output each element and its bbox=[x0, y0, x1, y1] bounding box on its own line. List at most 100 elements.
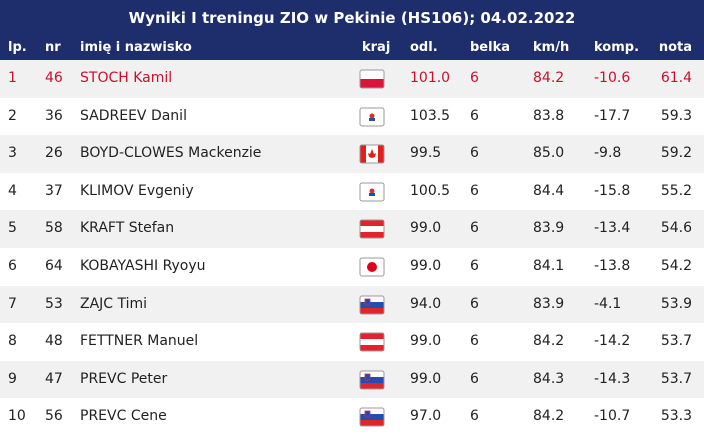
cell: 94.0 bbox=[410, 295, 442, 312]
cell: 85.0 bbox=[533, 145, 565, 162]
cell: -17.7 bbox=[594, 107, 631, 124]
cell: 1 bbox=[8, 70, 17, 86]
column-header: km/h bbox=[533, 40, 570, 55]
cell: -10.7 bbox=[594, 408, 631, 425]
country-flag bbox=[359, 257, 385, 277]
cell: 53 bbox=[45, 295, 63, 312]
cell: 53.9 bbox=[660, 295, 692, 312]
country-flag bbox=[359, 144, 385, 164]
cell: 6 bbox=[470, 145, 479, 162]
cell: 6 bbox=[470, 408, 479, 425]
country-flag bbox=[359, 370, 385, 390]
country-flag bbox=[359, 295, 385, 315]
column-header: imię i nazwisko bbox=[80, 40, 192, 55]
cell: 103.5 bbox=[410, 107, 451, 124]
cell: FETTNER Manuel bbox=[80, 333, 199, 350]
cell: 58 bbox=[45, 220, 63, 237]
cell: KLIMOV Evgeniy bbox=[80, 182, 194, 199]
cell: 6 bbox=[470, 370, 479, 387]
country-flag bbox=[359, 219, 385, 239]
cell: 56 bbox=[45, 408, 63, 425]
cell: 6 bbox=[470, 220, 479, 237]
cell: 6 bbox=[470, 182, 479, 199]
cell: 4 bbox=[8, 182, 17, 199]
cell: -10.6 bbox=[594, 70, 631, 86]
cell: 55.2 bbox=[660, 182, 692, 199]
cell: 84.4 bbox=[533, 182, 565, 199]
cell: 47 bbox=[45, 370, 63, 387]
cell: 6 bbox=[470, 70, 479, 86]
cell: 6 bbox=[470, 295, 479, 312]
table-row: 5 58 KRAFT Stefan 99.0 6 83.9 -13.4 54.6 bbox=[0, 210, 704, 248]
cell: PREVC Peter bbox=[80, 370, 168, 387]
cell: 37 bbox=[45, 182, 63, 199]
column-header: komp. bbox=[594, 40, 640, 55]
table-row: 4 37 KLIMOV Evgeniy 100.5 6 84.4 -15.8 55.2 bbox=[0, 173, 704, 211]
cell: 10 bbox=[8, 408, 26, 425]
table-row: 8 48 FETTNER Manuel 99.0 6 84.2 -14.2 53.7 bbox=[0, 323, 704, 361]
cell: 6 bbox=[470, 333, 479, 350]
cell: KOBAYASHI Ryoyu bbox=[80, 258, 206, 274]
cell: -4.1 bbox=[594, 295, 622, 312]
cell: 59.2 bbox=[660, 145, 692, 162]
cell: 53.7 bbox=[660, 333, 692, 350]
cell: 48 bbox=[45, 333, 63, 350]
cell: 84.2 bbox=[533, 333, 565, 350]
country-flag bbox=[359, 182, 385, 202]
cell: 53.3 bbox=[660, 408, 692, 425]
cell: 83.9 bbox=[533, 295, 565, 312]
cell: 84.2 bbox=[533, 408, 565, 425]
cell: 99.0 bbox=[410, 258, 442, 274]
cell: 5 bbox=[8, 220, 17, 237]
cell: -13.8 bbox=[594, 258, 631, 274]
cell: 8 bbox=[8, 333, 17, 350]
cell: 9 bbox=[8, 370, 17, 387]
cell: 83.9 bbox=[533, 220, 565, 237]
cell: 64 bbox=[45, 258, 63, 274]
cell: 54.2 bbox=[660, 258, 692, 274]
column-header: belka bbox=[470, 40, 510, 55]
cell: 53.7 bbox=[660, 370, 692, 387]
column-header: odl. bbox=[410, 40, 438, 55]
cell: 83.8 bbox=[533, 107, 565, 124]
cell: 36 bbox=[45, 107, 63, 124]
country-flag bbox=[359, 107, 385, 127]
cell: 99.5 bbox=[410, 145, 442, 162]
cell: PREVC Cene bbox=[80, 408, 167, 425]
table-row: 1 46 STOCH Kamil 101.0 6 84.2 -10.6 61.4 bbox=[0, 60, 704, 98]
cell: 99.0 bbox=[410, 370, 442, 387]
cell: 84.2 bbox=[533, 70, 565, 86]
country-flag bbox=[359, 69, 385, 89]
cell: 100.5 bbox=[410, 182, 451, 199]
column-header-row: lp. nr imię i nazwisko kraj odl. belka km/h kom… bbox=[0, 36, 704, 60]
cell: 46 bbox=[45, 70, 63, 86]
cell: 97.0 bbox=[410, 408, 442, 425]
cell: 99.0 bbox=[410, 220, 442, 237]
cell: 61.4 bbox=[660, 70, 692, 86]
table-row: 7 53 ZAJC Timi 94.0 6 83.9 -4.1 53.9 bbox=[0, 285, 704, 324]
cell: 59.3 bbox=[660, 107, 692, 124]
cell: 84.1 bbox=[533, 258, 565, 274]
country-flag bbox=[359, 407, 385, 427]
cell: BOYD-CLOWES Mackenzie bbox=[80, 145, 262, 162]
cell: -14.2 bbox=[594, 333, 631, 350]
table-row: 6 64 KOBAYASHI Ryoyu 99.0 6 84.1 -13.8 54.2 bbox=[0, 248, 704, 286]
cell: -14.3 bbox=[594, 370, 631, 387]
table-title: Wyniki I treningu ZIO w Pekinie (HS106);… bbox=[0, 0, 704, 36]
cell: ZAJC Timi bbox=[80, 295, 148, 312]
column-header: kraj bbox=[362, 40, 391, 55]
cell: -15.8 bbox=[594, 182, 631, 199]
column-header: lp. bbox=[8, 40, 27, 55]
cell: 99.0 bbox=[410, 333, 442, 350]
cell: 6 bbox=[470, 107, 479, 124]
table-row: 2 36 SADREEV Danil 103.5 6 83.8 -17.7 59.3 bbox=[0, 98, 704, 136]
cell: STOCH Kamil bbox=[80, 70, 173, 86]
cell: SADREEV Danil bbox=[80, 107, 187, 124]
cell: 2 bbox=[8, 107, 17, 124]
column-header: nr bbox=[45, 40, 61, 55]
cell: 6 bbox=[470, 258, 479, 274]
cell: KRAFT Stefan bbox=[80, 220, 175, 237]
country-flag bbox=[359, 332, 385, 352]
cell: 101.0 bbox=[410, 70, 451, 86]
